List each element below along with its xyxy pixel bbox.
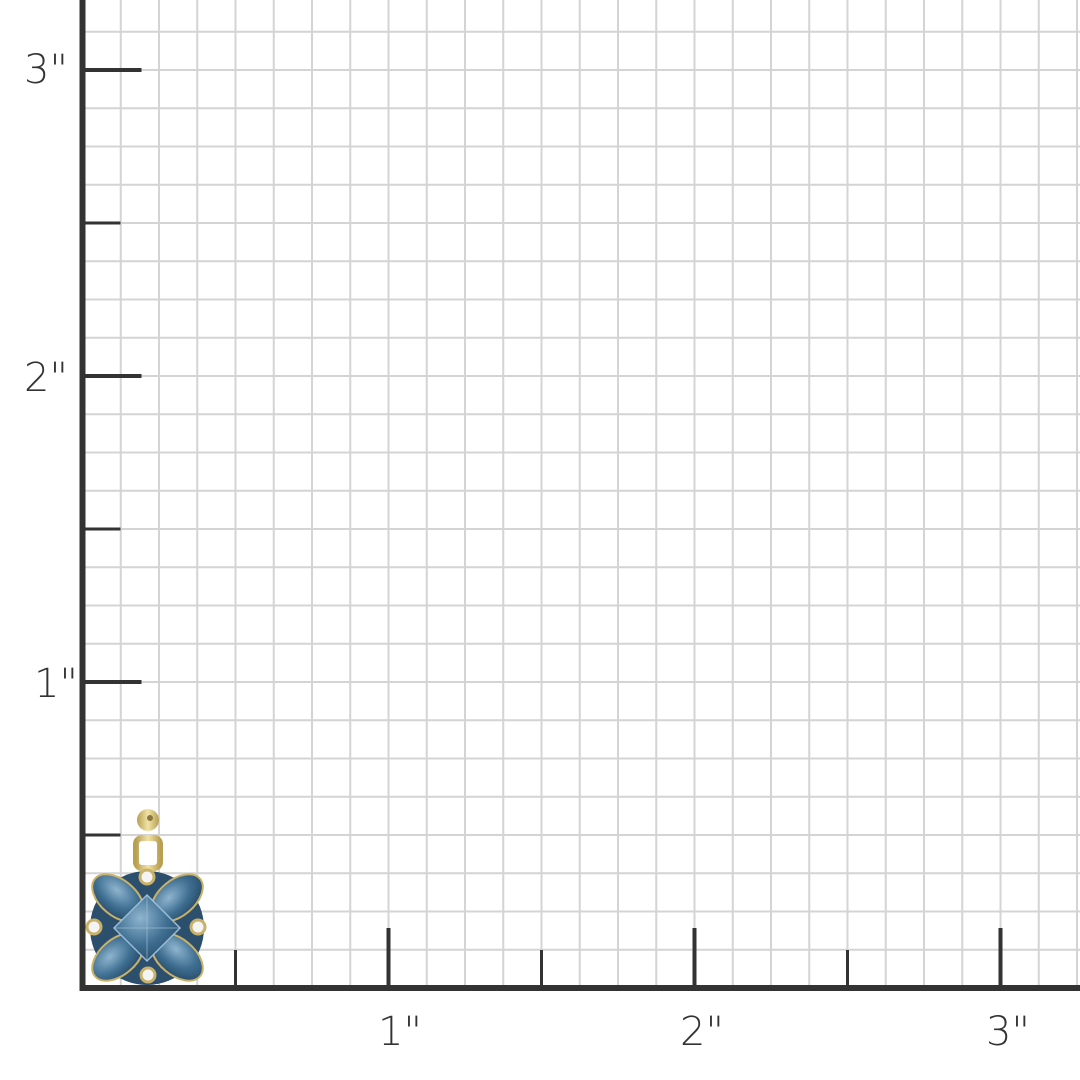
- y-label-3in: 3": [24, 47, 68, 93]
- earring-hook: [133, 728, 163, 871]
- x-label-1in: 1": [378, 1009, 422, 1055]
- gem-cluster: [85, 868, 207, 985]
- y-label-2in: 2": [24, 355, 68, 401]
- x-label-3in: 3": [986, 1009, 1030, 1055]
- y-label-1in: 1": [34, 661, 78, 707]
- x-label-2in: 2": [680, 1009, 724, 1055]
